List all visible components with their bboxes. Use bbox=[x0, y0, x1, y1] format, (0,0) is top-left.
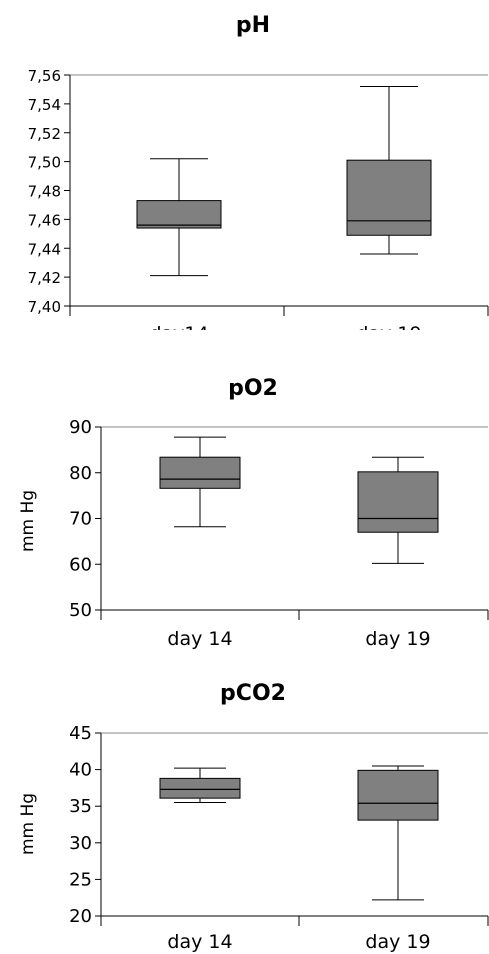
chart-ph: pH 7,40 7,42 7,44 7,46 7,48 7,50 7,52 7,54 7,56 d… bbox=[28, 13, 489, 330]
box-1 bbox=[159, 436, 241, 528]
box-iqr bbox=[159, 777, 241, 799]
y-tick-label: 7,48 bbox=[28, 183, 61, 201]
y-tick-label: 60 bbox=[69, 554, 92, 575]
y-tick-label: 35 bbox=[69, 796, 92, 817]
y-tick-label: 30 bbox=[69, 833, 92, 854]
y-tick-label: 70 bbox=[69, 509, 92, 530]
x-category-label: day 14 bbox=[167, 931, 232, 953]
chart-po2: pO2 mm Hg 50 60 70 80 90 day 14 day 19 bbox=[18, 376, 489, 650]
chart-title: pCO2 bbox=[220, 681, 286, 706]
y-tick-label: 7,56 bbox=[28, 67, 61, 85]
box-1 bbox=[159, 767, 241, 804]
x-category-label: day 19 bbox=[365, 628, 430, 650]
chart-ph-panel: pH 7,40 7,42 7,44 7,46 7,48 7,50 7,52 7,54 7,56 d… bbox=[0, 0, 489, 330]
x-category-label: day 14 bbox=[167, 628, 232, 650]
y-tick-label: 7,42 bbox=[28, 269, 61, 287]
y-tick-label: 45 bbox=[69, 723, 92, 744]
chart-pco2: pCO2 mm Hg 20 25 30 35 40 45 day 14 day 19 bbox=[18, 681, 489, 953]
x-category-label: day 19 bbox=[365, 931, 430, 953]
y-tick-label: 50 bbox=[69, 600, 92, 621]
box-iqr bbox=[357, 471, 439, 533]
y-tick-label: 80 bbox=[69, 463, 92, 484]
y-tick-label: 40 bbox=[69, 760, 92, 781]
y-tick-label: 7,46 bbox=[28, 211, 61, 229]
y-tick-label: 7,40 bbox=[28, 298, 61, 316]
y-tick-label: 20 bbox=[69, 906, 92, 927]
y-tick-label: 7,52 bbox=[28, 125, 61, 143]
box-2 bbox=[357, 456, 439, 564]
box-iqr bbox=[136, 200, 222, 229]
x-category-label: day 19 bbox=[356, 323, 421, 330]
y-tick-label: 25 bbox=[69, 869, 92, 890]
y-axis-label: mm Hg bbox=[18, 490, 38, 552]
box-1 bbox=[136, 158, 222, 277]
y-axis-label: mm Hg bbox=[18, 793, 38, 855]
y-tick-label: 7,54 bbox=[28, 96, 61, 114]
chart-po2-panel: pO2 mm Hg 50 60 70 80 90 day 14 day 19 bbox=[0, 330, 489, 660]
box-iqr bbox=[357, 769, 439, 821]
y-tick-label: 90 bbox=[69, 417, 92, 438]
chart-pco2-panel: pCO2 mm Hg 20 25 30 35 40 45 day 14 day 19 bbox=[0, 660, 489, 954]
box-2 bbox=[357, 765, 439, 901]
y-tick-label: 7,44 bbox=[28, 240, 61, 258]
box-iqr bbox=[159, 456, 241, 489]
chart-title: pH bbox=[236, 13, 270, 38]
chart-title: pO2 bbox=[228, 376, 278, 401]
box-2 bbox=[346, 86, 432, 255]
box-iqr bbox=[346, 159, 432, 236]
y-tick-label: 7,50 bbox=[28, 154, 61, 172]
